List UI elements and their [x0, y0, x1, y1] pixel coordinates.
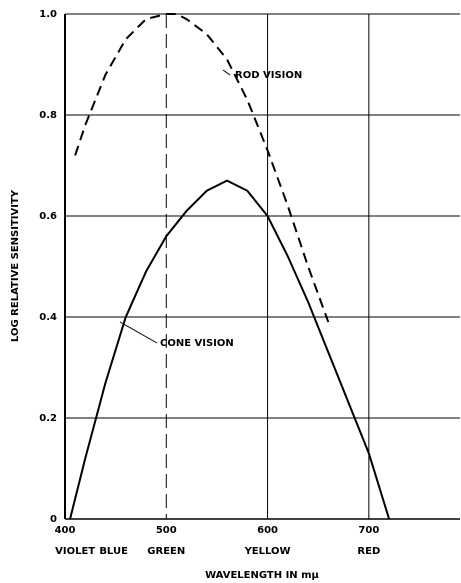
x-tick-label: 700	[358, 525, 379, 536]
band-label: BLUE	[99, 546, 128, 557]
series-label: CONE VISION	[160, 338, 234, 349]
band-label: GREEN	[147, 546, 185, 557]
x-tick-label: 600	[257, 525, 278, 536]
y-tick-label: 0.4	[39, 312, 57, 323]
label-pointer	[222, 69, 231, 76]
band-label: VIOLET	[55, 546, 95, 557]
y-tick-label: 0.2	[39, 413, 57, 424]
x-tick-label: 400	[55, 525, 76, 536]
y-tick-label: 0.8	[39, 110, 57, 121]
y-tick-label: 0.6	[39, 211, 57, 222]
y-tick-label: 0	[50, 514, 57, 525]
series-label: ROD VISION	[235, 70, 302, 81]
y-tick-label: 1.0	[39, 9, 57, 20]
x-tick-label: 500	[156, 525, 177, 536]
x-axis-label: WAVELENGTH IN mμ	[205, 570, 319, 581]
line	[74, 13, 330, 323]
line	[69, 179, 391, 520]
band-label: YELLOW	[244, 546, 291, 557]
band-label: RED	[357, 546, 380, 557]
label-pointer	[119, 321, 158, 344]
y-axis-label: LOG RELATIVE SENSITIVITY	[10, 189, 21, 342]
